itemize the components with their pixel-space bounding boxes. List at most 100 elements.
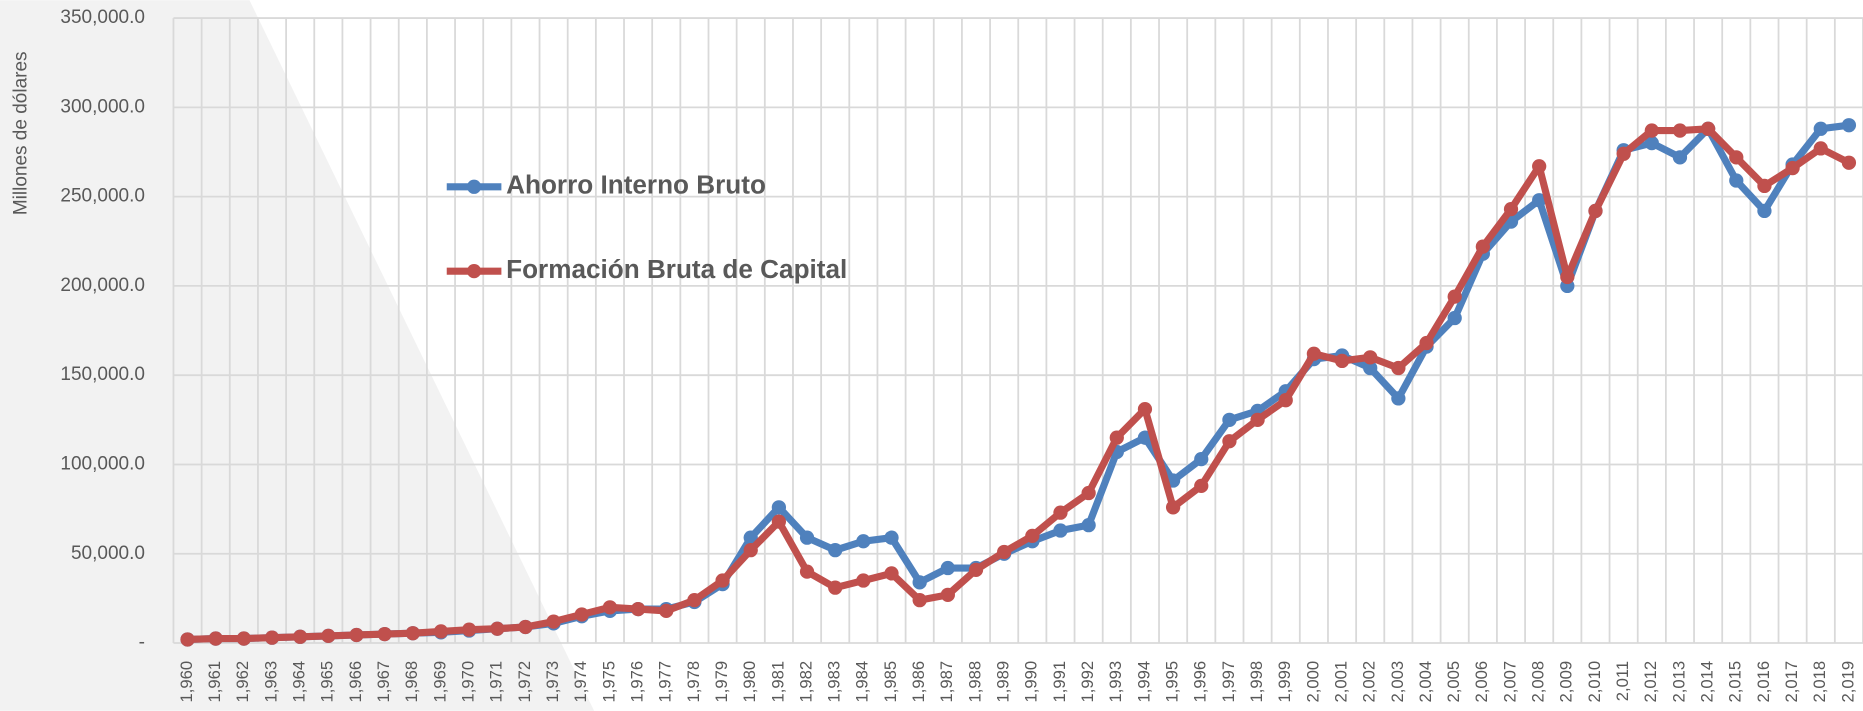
point [1813,141,1828,156]
x-tick-label: 1,966 [346,661,365,703]
point [1644,135,1659,151]
point [462,622,477,637]
x-tick-label: 1,998 [1247,661,1266,703]
x-tick-label: 1,983 [825,661,844,703]
point [1278,393,1293,408]
point [1729,150,1744,165]
point [1729,173,1744,188]
x-tick-label: 1,977 [656,661,675,703]
y-tick-label: 150,000.0 [60,364,145,385]
point [828,543,843,558]
point [546,614,561,629]
x-tick-label: 1,970 [459,661,478,703]
x-tick-label: 2,015 [1726,661,1745,703]
point [1532,159,1547,174]
point [1447,289,1462,304]
point [293,629,308,644]
point [1532,193,1547,208]
y-tick-label: 100,000.0 [60,453,145,474]
point [1222,434,1237,449]
point [1672,123,1688,138]
point [1222,412,1237,427]
x-tick-label: 1,962 [233,661,252,703]
point [1194,451,1209,467]
x-tick-label: 1,979 [712,661,731,703]
point [1363,350,1378,365]
x-tick-label: 1,975 [599,661,618,703]
point [1672,150,1688,165]
point [884,530,899,545]
point [1137,401,1153,417]
point [1757,203,1772,219]
point [1700,121,1716,136]
x-tick-label: 2,007 [1500,661,1519,703]
x-tick-label: 1,976 [627,661,646,703]
x-tick-label: 2,011 [1613,661,1632,701]
x-tick-label: 1,981 [768,661,787,703]
x-tick-label: 1,994 [1134,661,1153,703]
x-tick-label: 1,996 [1191,661,1210,703]
legend-label: Ahorro Interno Bruto [506,170,766,200]
point [743,530,758,545]
point [1053,505,1068,520]
point [1250,412,1265,427]
point [264,630,280,645]
point [602,600,618,615]
y-tick-label: 250,000.0 [60,186,145,207]
x-tick-label: 1,969 [430,661,449,703]
x-tick-label: 1,987 [937,661,956,703]
x-tick-label: 2,004 [1416,661,1435,703]
point [940,560,955,576]
x-tick-label: 1,993 [1106,661,1125,703]
point [1503,201,1519,217]
x-tick-label: 1,972 [515,661,534,703]
x-tick-label: 1,971 [487,661,506,703]
y-tick-label: 200,000.0 [60,275,145,296]
point [912,575,927,590]
point [1785,160,1800,176]
x-tick-label: 1,960 [177,661,196,703]
point [659,603,674,619]
x-tick-label: 1,992 [1078,661,1097,703]
x-tick-label: 2,003 [1388,661,1407,703]
point [1616,146,1631,161]
x-tick-label: 1,967 [374,661,393,703]
point [912,593,927,608]
x-tick-label: 2,000 [1303,661,1322,703]
x-tick-label: 2,010 [1585,661,1604,703]
y-axis-label: Millones de dólares [10,51,31,215]
y-tick-label: 50,000.0 [71,543,145,564]
point [1334,353,1350,369]
x-tick-label: 2,006 [1472,661,1491,703]
x-tick-label: 2,017 [1782,661,1801,703]
point [1419,335,1434,351]
x-tick-label: 1,995 [1162,661,1181,703]
x-tick-label: 1,988 [965,661,984,703]
x-tick-label: 2,008 [1529,661,1548,703]
point [997,544,1012,560]
x-tick-label: 2,002 [1360,661,1379,703]
x-tick-label: 1,991 [1050,661,1069,703]
point [771,514,787,529]
point [884,566,899,581]
point [574,607,589,622]
point [518,619,533,635]
point [1391,360,1406,376]
point [321,628,336,644]
point [771,500,787,515]
x-tick-label: 1,968 [402,661,421,703]
point [1165,500,1181,515]
background-shade [0,0,595,711]
point [1813,121,1828,136]
point [1306,346,1322,361]
point [799,564,815,579]
point [208,631,223,646]
point [1109,430,1124,445]
x-tick-label: 1,964 [290,661,309,703]
point [377,626,392,642]
point [715,573,730,588]
x-tick-label: 1,974 [571,661,590,703]
point [490,621,505,636]
x-tick-label: 1,973 [543,661,562,703]
point [236,631,251,646]
